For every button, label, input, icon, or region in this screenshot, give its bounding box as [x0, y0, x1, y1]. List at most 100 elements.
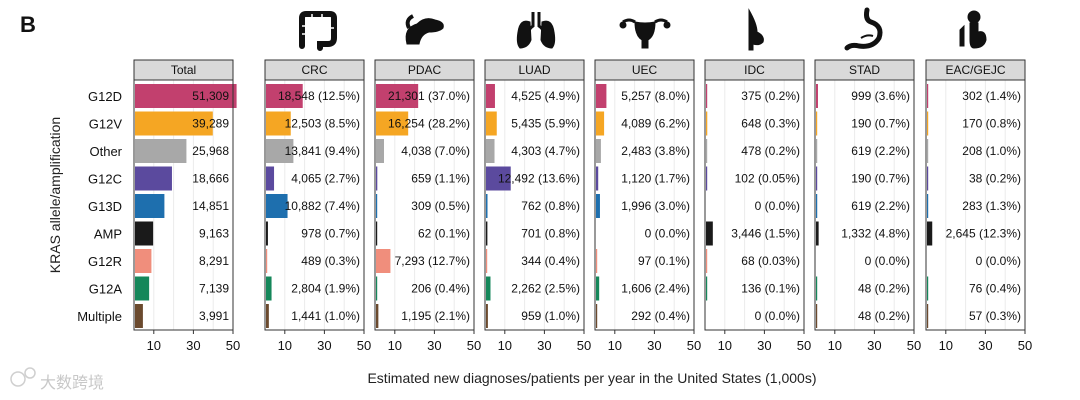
bar-multiple [596, 304, 598, 328]
plot-background [815, 80, 914, 330]
x-tick-label: 50 [226, 338, 240, 353]
data-label: 12,492 (13.6%) [498, 172, 580, 186]
bar-g13d [596, 194, 600, 218]
bar-amp [135, 221, 154, 246]
bar-g12d [927, 84, 929, 108]
data-label: 309 (0.5%) [411, 199, 470, 213]
bar-multiple [376, 304, 379, 328]
esophagus-icon [959, 10, 987, 49]
x-tick-label: 10 [828, 338, 842, 353]
category-label: G12C [88, 172, 122, 187]
colon-icon [299, 11, 337, 51]
data-label: 478 (0.2%) [741, 144, 800, 158]
bar-g12c [706, 166, 708, 191]
bar-other [816, 139, 818, 163]
facet-idc: IDC 375 (0.2%) 648 (0.3%) 478 (0.2%) 102 (0.… [704, 59, 811, 353]
data-label: 375 (0.2%) [741, 89, 800, 103]
panel-letter: B [20, 12, 36, 37]
y-axis-title: KRAS allele/amplification [47, 117, 63, 273]
data-label: 190 (0.7%) [851, 172, 910, 186]
x-tick-label: 30 [867, 338, 881, 353]
data-label: 18,666 [192, 172, 229, 186]
panel-border [374, 79, 475, 331]
bar-amp [266, 221, 268, 246]
data-label: 48 (0.2%) [858, 309, 910, 323]
data-label: 0 (0.0%) [645, 227, 690, 241]
bar-g13d [486, 194, 488, 218]
bar-g13d [816, 194, 818, 218]
facet-title: UEC [632, 63, 658, 77]
bar-other [596, 139, 601, 163]
bar-g13d [266, 194, 288, 218]
data-label: 619 (2.2%) [851, 144, 910, 158]
bar-g12r [596, 249, 598, 273]
bar-g12r [135, 249, 152, 273]
data-label: 14,851 [192, 199, 229, 213]
data-label: 38 (0.2%) [969, 172, 1021, 186]
bar-g12r [266, 249, 268, 273]
bar-g12a [816, 276, 818, 301]
category-label: AMP [94, 227, 122, 242]
category-label: G13D [88, 199, 122, 214]
pancreas-icon [405, 14, 444, 45]
facet-stad: STAD 999 (3.6%) 190 (0.7%) 619 (2.2%) 190 (0… [814, 59, 921, 353]
facet-title: IDC [744, 63, 765, 77]
bar-g12a [486, 276, 491, 301]
data-label: 2,262 (2.5%) [511, 282, 580, 296]
data-label: 9,163 [199, 227, 229, 241]
facet-title: CRC [302, 63, 328, 77]
x-tick-label: 50 [797, 338, 811, 353]
data-label: 489 (0.3%) [301, 254, 360, 268]
x-tick-label: 10 [278, 338, 292, 353]
bar-amp [376, 221, 378, 246]
data-label: 57 (0.3%) [969, 309, 1021, 323]
data-label: 1,606 (2.4%) [621, 282, 690, 296]
plot-background [926, 80, 1025, 330]
x-tick-label: 10 [939, 338, 953, 353]
bar-g12d [376, 84, 419, 108]
facet-panels: G12D G12V Other G12C G13D AMP G12R G12A Multiple… [77, 59, 1032, 353]
x-tick-label: 50 [577, 338, 591, 353]
data-label: 1,332 (4.8%) [841, 227, 910, 241]
data-label: 1,996 (3.0%) [621, 199, 690, 213]
category-label: Multiple [77, 309, 122, 324]
data-label: 76 (0.4%) [969, 282, 1021, 296]
x-tick-label: 10 [608, 338, 622, 353]
bar-g12d [816, 84, 818, 108]
lungs-icon [516, 12, 556, 49]
bar-multiple [927, 304, 929, 328]
bar-amp [486, 221, 488, 246]
bar-g12c [135, 166, 172, 191]
x-tick-label: 50 [467, 338, 481, 353]
data-label: 16,254 (28.2%) [388, 117, 470, 131]
data-label: 68 (0.03%) [741, 254, 800, 268]
data-label: 190 (0.7%) [851, 117, 910, 131]
bar-g12c [486, 166, 511, 191]
data-label: 302 (1.4%) [962, 89, 1021, 103]
bar-g12r [706, 249, 708, 273]
data-label: 762 (0.8%) [521, 199, 580, 213]
facet-uec: UEC 5,257 (8.0%) 4,089 (6.2%) 2,483 (3.8%) 1… [594, 59, 701, 353]
data-label: 701 (0.8%) [521, 227, 580, 241]
bar-amp [927, 221, 933, 246]
bar-other [706, 139, 708, 163]
data-label: 619 (2.2%) [851, 199, 910, 213]
data-label: 4,038 (7.0%) [401, 144, 470, 158]
bar-amp [816, 221, 819, 246]
data-label: 292 (0.4%) [631, 309, 690, 323]
bar-g12v [266, 111, 291, 136]
facet-pdac: PDAC 21,301 (37.0%) 16,254 (28.2%) 4,038 (7… [374, 59, 481, 353]
bar-multiple [266, 304, 269, 328]
panel-border [594, 79, 695, 331]
data-label: 999 (3.6%) [851, 89, 910, 103]
bar-other [486, 139, 495, 163]
data-label: 0 (0.0%) [755, 309, 800, 323]
x-tick-label: 30 [317, 338, 331, 353]
x-tick-label: 30 [427, 338, 441, 353]
plot-background [705, 80, 804, 330]
bar-g12c [266, 166, 275, 191]
bar-g12d [486, 84, 495, 108]
bar-g12a [266, 276, 272, 301]
x-tick-label: 30 [978, 338, 992, 353]
facet-total: Total 51,309 39,289 25,968 18,666 14,851 9,163… [133, 59, 240, 353]
